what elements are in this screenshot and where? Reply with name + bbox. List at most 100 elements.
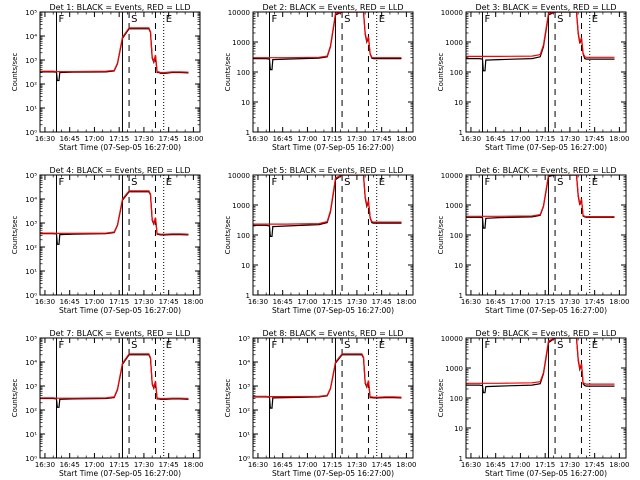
y-axis-label: Counts/sec [224, 53, 232, 92]
time-marker-label: F [484, 340, 490, 351]
plot-frame [252, 174, 414, 296]
x-tick-label: 17:00 [297, 461, 317, 469]
panel-det-2: Det 2: BLACK = Events, RED = LLD Counts/s… [224, 3, 416, 152]
y-tick-label: 10² [25, 81, 37, 89]
x-tick-label: 17:15 [322, 298, 342, 306]
time-marker-label: S [557, 340, 563, 351]
time-marker-label: S [131, 340, 137, 351]
x-tick-label: 17:45 [585, 461, 605, 469]
x-tick-label: 18:00 [609, 135, 629, 143]
y-tick-label: 10³ [238, 383, 250, 391]
y-tick-label: 1000 [445, 39, 463, 47]
y-tick-label: 100 [450, 395, 463, 403]
plot-frame [39, 174, 201, 296]
y-tick-label: 10000 [441, 9, 463, 17]
lld-series-line [466, 338, 615, 385]
lld-series-line [253, 175, 402, 225]
y-tick-label: 1000 [232, 202, 250, 210]
x-tick-label: 16:30 [461, 135, 481, 143]
x-tick-label: 16:45 [60, 298, 80, 306]
time-marker-label: E [379, 340, 385, 351]
time-marker-label: F [271, 177, 277, 188]
x-axis-label: Start Time (07-Sep-05 16:27:00) [485, 306, 607, 315]
y-tick-label: 1 [246, 129, 250, 137]
x-tick-label: 18:00 [609, 461, 629, 469]
x-tick-label: 17:45 [372, 135, 392, 143]
y-axis-label: Counts/sec [437, 216, 445, 255]
y-axis-label: Counts/sec [224, 379, 232, 418]
x-axis-label: Start Time (07-Sep-05 16:27:00) [485, 469, 607, 478]
lld-series-line [253, 12, 402, 59]
x-tick-label: 17:15 [535, 135, 555, 143]
y-tick-label: 10 [454, 99, 463, 107]
x-tick-label: 18:00 [183, 298, 203, 306]
y-tick-label: 1000 [445, 202, 463, 210]
panel-det-7: Det 7: BLACK = Events, RED = LLD Counts/s… [11, 329, 203, 478]
y-tick-label: 10² [238, 407, 250, 415]
time-marker-label: E [379, 14, 385, 25]
y-axis-label: Counts/sec [11, 379, 19, 418]
y-tick-label: 10 [454, 262, 463, 270]
y-tick-label: 10 [241, 99, 250, 107]
panel-det-1: Det 1: BLACK = Events, RED = LLD Counts/s… [11, 3, 203, 152]
x-tick-label: 18:00 [396, 461, 416, 469]
x-tick-label: 17:30 [134, 461, 154, 469]
x-tick-label: 16:45 [60, 461, 80, 469]
x-tick-label: 17:00 [84, 298, 104, 306]
y-tick-label: 10³ [25, 220, 37, 228]
x-tick-label: 16:45 [273, 298, 293, 306]
panel-det-6: Det 6: BLACK = Events, RED = LLD Counts/s… [437, 166, 629, 315]
panel-title: Det 2: BLACK = Events, RED = LLD [263, 3, 404, 12]
time-marker-label: S [557, 177, 563, 188]
x-tick-label: 18:00 [183, 461, 203, 469]
x-tick-label: 16:45 [486, 135, 506, 143]
lld-series-line [40, 27, 189, 74]
y-tick-label: 10¹ [238, 431, 250, 439]
events-series-line [40, 354, 189, 408]
x-tick-label: 16:30 [461, 461, 481, 469]
x-axis-label: Start Time (07-Sep-05 16:27:00) [272, 306, 394, 315]
x-tick-label: 17:15 [109, 461, 129, 469]
panel-title: Det 7: BLACK = Events, RED = LLD [50, 329, 191, 338]
x-tick-label: 18:00 [396, 135, 416, 143]
lld-series-line [40, 353, 189, 400]
events-series-line [466, 338, 615, 394]
y-tick-label: 10³ [25, 57, 37, 65]
events-series-line [253, 12, 402, 71]
time-marker-label: F [58, 177, 64, 188]
y-tick-label: 10⁵ [25, 335, 37, 343]
plot-frame [252, 337, 414, 459]
x-tick-label: 17:30 [134, 298, 154, 306]
x-tick-label: 18:00 [396, 298, 416, 306]
x-axis-label: Start Time (07-Sep-05 16:27:00) [59, 306, 181, 315]
time-marker-label: F [484, 177, 490, 188]
y-tick-label: 1 [459, 292, 463, 300]
lld-series-line [466, 12, 615, 58]
time-marker-label: S [131, 177, 137, 188]
x-tick-label: 17:30 [560, 461, 580, 469]
x-tick-label: 17:15 [109, 298, 129, 306]
y-tick-label: 10⁵ [238, 335, 250, 343]
y-tick-label: 10⁵ [25, 9, 37, 17]
x-tick-label: 17:45 [585, 135, 605, 143]
y-axis-label: Counts/sec [11, 216, 19, 255]
lld-series-line [40, 190, 189, 235]
x-tick-label: 17:45 [159, 461, 179, 469]
time-marker-label: F [58, 14, 64, 25]
y-tick-label: 10000 [441, 172, 463, 180]
y-tick-label: 10¹ [25, 105, 37, 113]
x-axis-label: Start Time (07-Sep-05 16:27:00) [485, 143, 607, 152]
y-tick-label: 100 [450, 69, 463, 77]
x-tick-label: 17:30 [347, 135, 367, 143]
time-marker-label: S [131, 14, 137, 25]
x-tick-label: 16:30 [461, 298, 481, 306]
y-tick-label: 10¹ [25, 431, 37, 439]
x-tick-label: 16:45 [486, 298, 506, 306]
time-marker-label: F [271, 340, 277, 351]
x-tick-label: 17:30 [347, 461, 367, 469]
events-series-line [466, 12, 615, 72]
x-tick-label: 16:45 [486, 461, 506, 469]
x-tick-label: 17:00 [510, 135, 530, 143]
y-tick-label: 10⁰ [25, 455, 37, 463]
y-tick-label: 10² [25, 407, 37, 415]
